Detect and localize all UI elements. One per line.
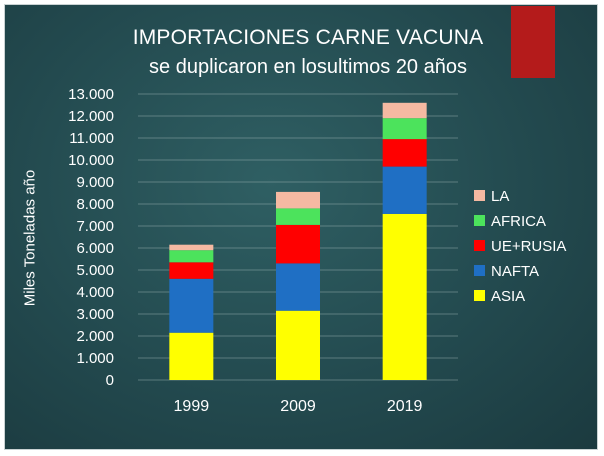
legend-label: LA [491, 188, 509, 205]
y-tick-label: 2.000 [76, 328, 114, 345]
y-tick-label: 10.000 [68, 152, 114, 169]
y-tick-label: 13.000 [68, 86, 114, 103]
y-axis-ticks: 0 1.000 2.000 3.000 4.000 5.000 6.000 7.000 8.00… [68, 86, 114, 389]
y-tick-label: 6.000 [76, 240, 114, 257]
bars [169, 102, 427, 380]
legend-label: UE+RUSIA [491, 238, 566, 255]
y-tick-label: 3.000 [76, 306, 114, 323]
legend-label: NAFTA [491, 263, 539, 280]
bar-segment-africa-2009 [276, 208, 320, 225]
bar-segment-ue-rusia-2009 [276, 224, 320, 264]
bar-segment-la-2019 [382, 102, 427, 119]
x-tick-label: 2019 [387, 398, 423, 415]
legend-swatch [474, 215, 485, 226]
x-axis-ticks: 1999 2009 2019 [174, 398, 423, 415]
bar-segment-asia-2019 [382, 213, 427, 380]
bar-segment-asia-2009 [276, 310, 320, 380]
y-tick-label: 4.000 [76, 284, 114, 301]
y-tick-label: 7.000 [76, 218, 114, 235]
bar-segment-la-1999 [169, 244, 214, 251]
legend-swatch [474, 240, 485, 251]
legend-swatch [474, 290, 485, 301]
bar-segment-asia-1999 [169, 332, 214, 380]
y-tick-label: 9.000 [76, 174, 114, 191]
y-tick-label: 0 [106, 372, 114, 389]
y-tick-label: 12.000 [68, 108, 114, 125]
chart-subtitle: se duplicaron en losultimos 20 años [149, 56, 467, 78]
bar-segment-la-2009 [276, 191, 320, 209]
legend-swatch [474, 190, 485, 201]
chart-title: IMPORTACIONES CARNE VACUNA [132, 26, 484, 49]
legend-swatch [474, 265, 485, 276]
y-tick-label: 8.000 [76, 196, 114, 213]
legend-label: AFRICA [491, 213, 546, 230]
legend: LA AFRICA UE+RUSIA NAFTA ASIA [474, 188, 566, 305]
bar-segment-nafta-2009 [276, 263, 320, 311]
legend-label: ASIA [491, 288, 525, 305]
y-tick-label: 1.000 [76, 350, 114, 367]
bar-segment-nafta-2019 [382, 166, 427, 214]
red-accent-block [511, 6, 555, 78]
y-tick-label: 5.000 [76, 262, 114, 279]
y-tick-label: 11.000 [69, 130, 114, 147]
bar-segment-africa-1999 [169, 250, 214, 263]
x-tick-label: 2009 [280, 398, 316, 415]
bar-segment-nafta-1999 [169, 278, 214, 333]
bar-segment-ue-rusia-2019 [382, 139, 427, 167]
bar-segment-ue-rusia-1999 [169, 262, 214, 279]
bar-segment-africa-2019 [382, 118, 427, 140]
x-tick-label: 1999 [174, 398, 210, 415]
